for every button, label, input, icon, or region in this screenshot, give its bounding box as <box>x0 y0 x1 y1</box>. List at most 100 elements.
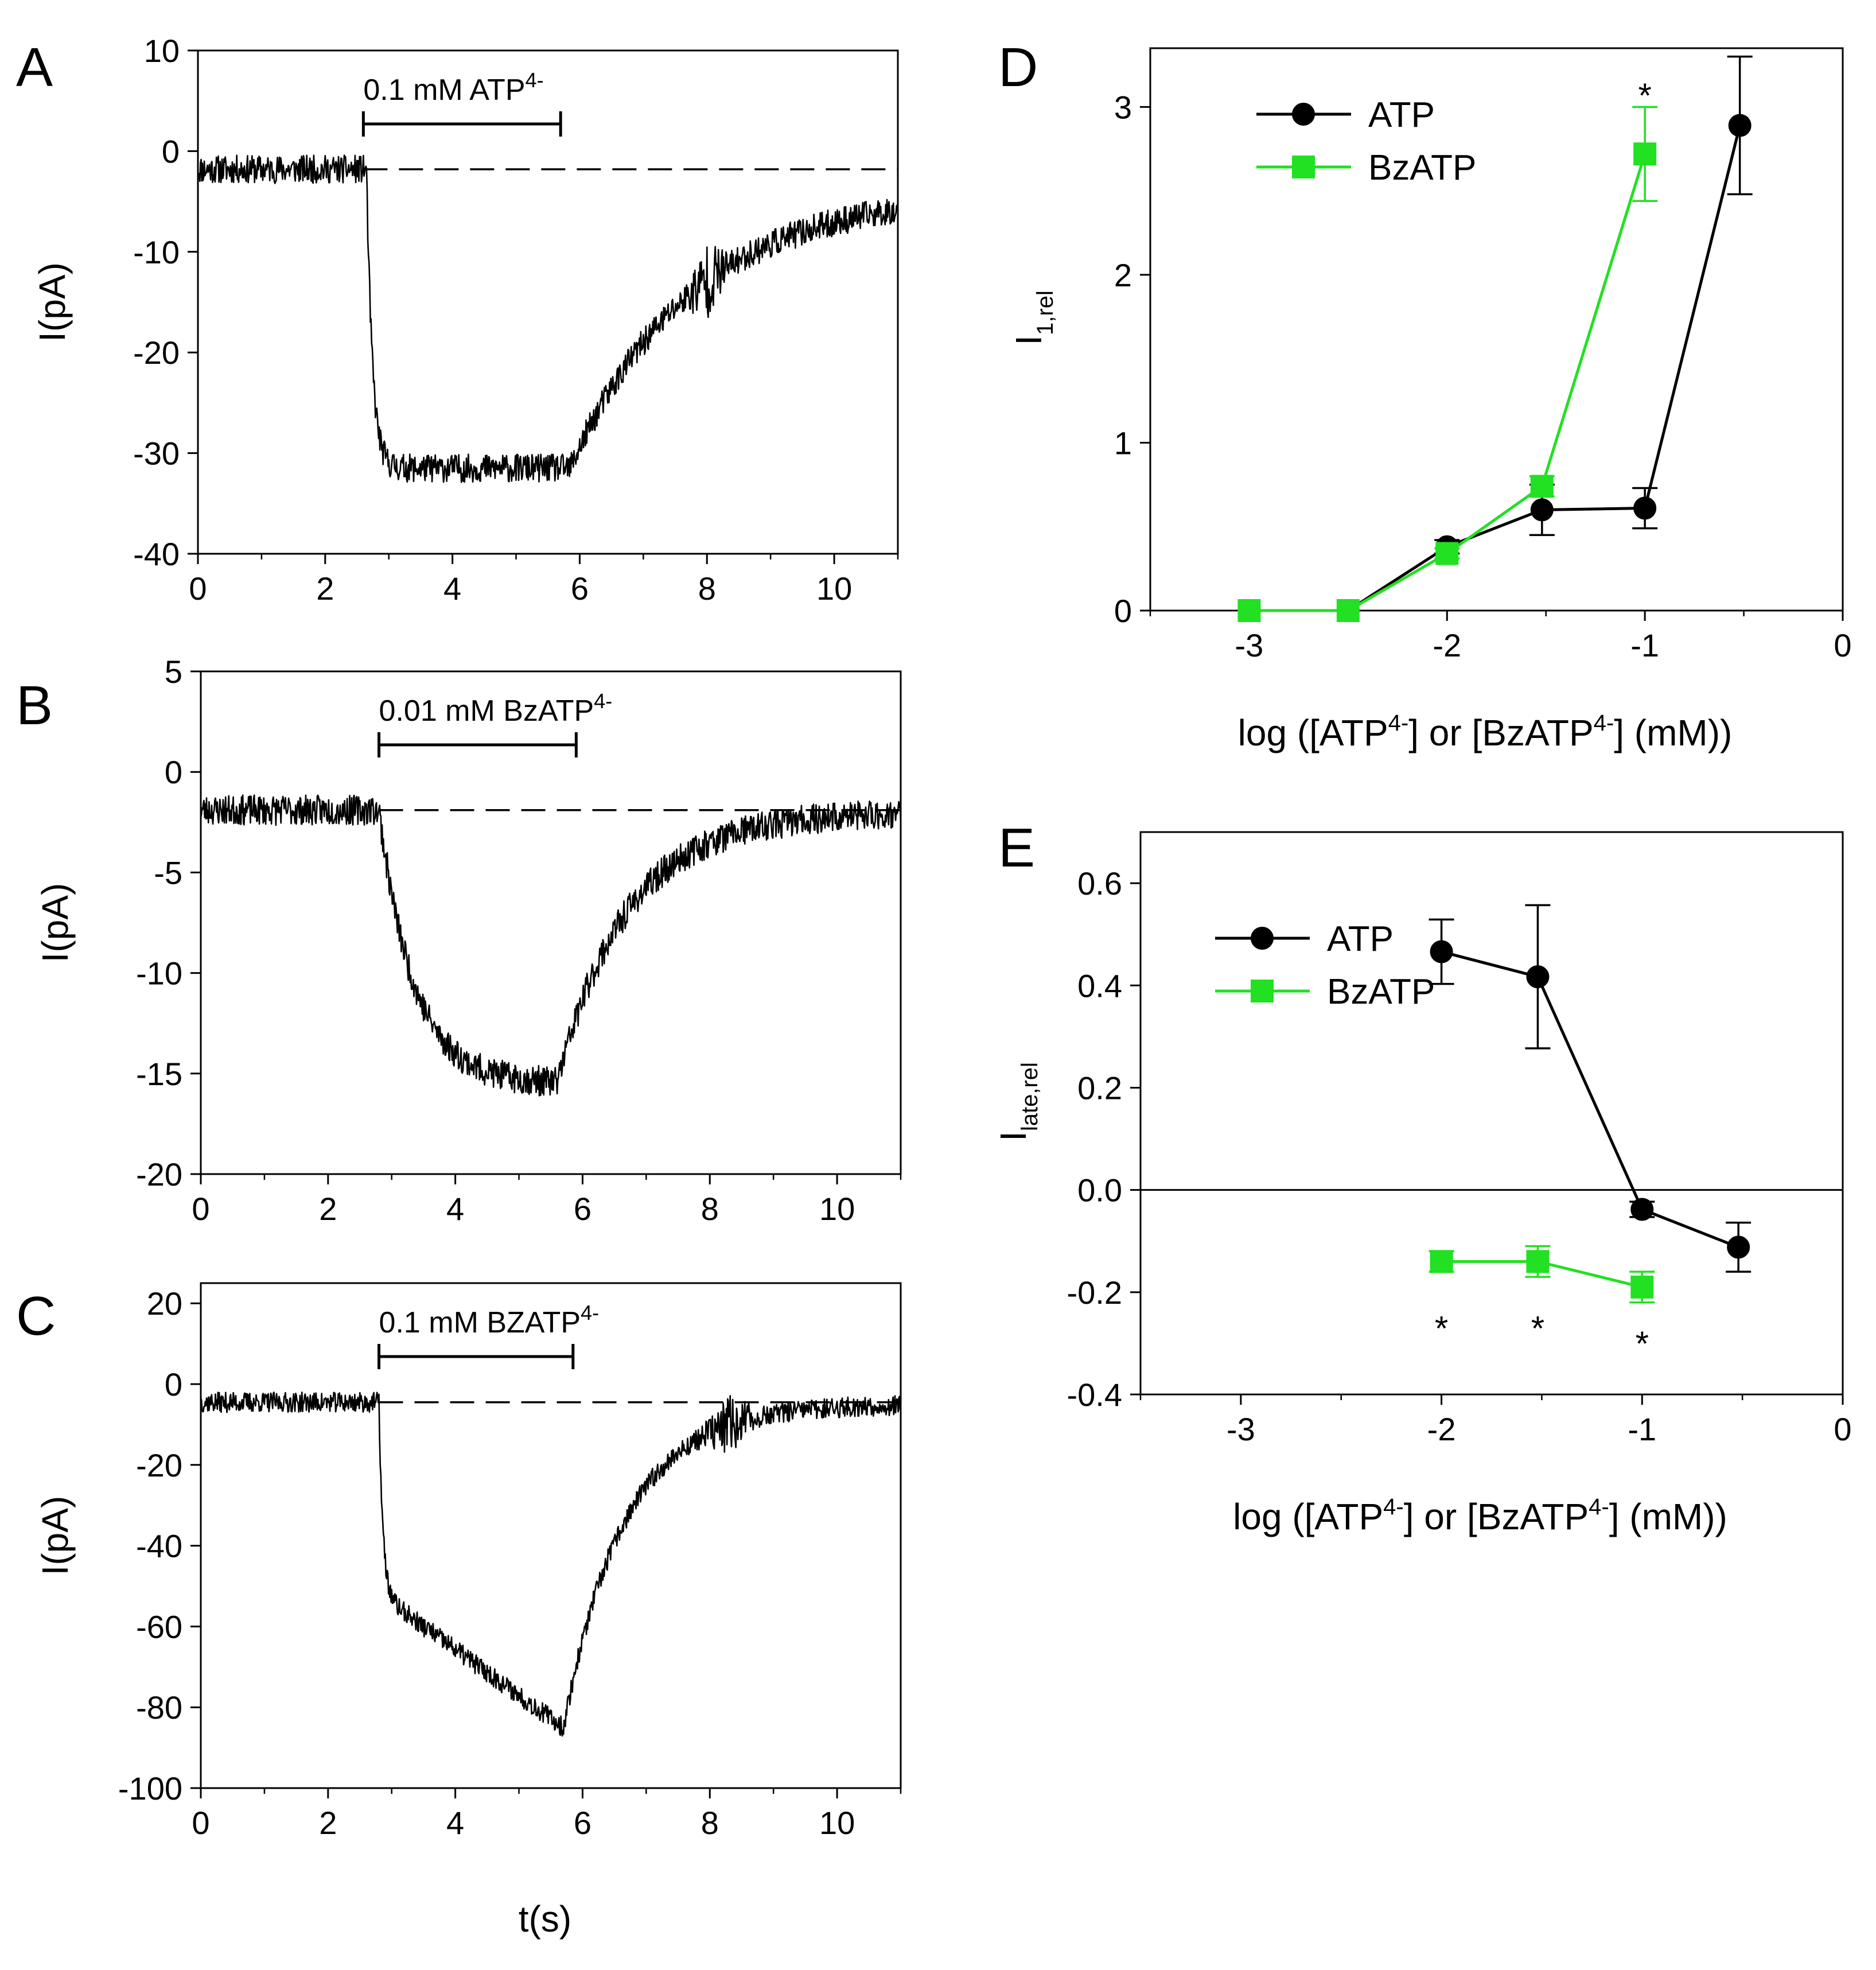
application-label-sup: 4- <box>526 68 544 92</box>
x-axis-label-part: ] (mM)) <box>1609 1496 1727 1537</box>
y-axis-label: I(pA) <box>32 262 73 342</box>
x-tick-label: 8 <box>701 1805 719 1841</box>
y-tick-label: -15 <box>136 1056 182 1092</box>
data-point <box>1430 1250 1453 1273</box>
series-bzatp <box>1429 1245 1655 1304</box>
y-tick-label: -40 <box>133 536 180 572</box>
x-tick-label: 10 <box>819 1191 855 1227</box>
y-tick-label: 10 <box>144 33 180 69</box>
y-tick-label: -40 <box>136 1528 182 1564</box>
data-point <box>1530 498 1554 522</box>
data-point <box>1530 475 1554 498</box>
y-axis-label: I(pA) <box>34 1496 76 1576</box>
data-point <box>1336 599 1360 622</box>
data-point <box>1630 1275 1654 1299</box>
current-trace <box>200 1391 902 1737</box>
x-tick-label: 0 <box>192 1805 209 1841</box>
y-tick-label: 0 <box>162 133 180 169</box>
legend-marker <box>1292 103 1315 126</box>
y-axis-label-sub: late,rel <box>1017 1062 1042 1131</box>
significance-star: * <box>1636 1324 1649 1363</box>
x-axis-label: t(s) <box>519 1898 571 1940</box>
y-axis-label-sub: 1,rel <box>1033 290 1058 335</box>
y-tick-label: 0 <box>1114 593 1132 629</box>
y-axis-label: I(pA) <box>34 883 76 963</box>
x-axis-label-sup: 4- <box>1388 710 1409 736</box>
data-point <box>1633 142 1657 166</box>
plot-frame <box>200 1282 902 1789</box>
x-tick-label: 8 <box>698 570 716 607</box>
legend-marker <box>1292 156 1315 178</box>
y-tick-label: 3 <box>1114 89 1132 125</box>
y-tick-label: -20 <box>136 1156 182 1192</box>
panel-c: C 0 2 4 6 8 10 20 0 -20 -40 -60 -80 -100 0.1 mM BZATP4… <box>16 1282 902 1940</box>
x-tick-label: -3 <box>1227 1411 1255 1447</box>
x-tick-label: 10 <box>816 570 852 607</box>
data-point <box>1630 1198 1654 1221</box>
y-tick-label: 0.2 <box>1077 1070 1122 1106</box>
y-axis-label-main: I <box>993 1131 1034 1141</box>
legend-marker <box>1251 980 1274 1003</box>
x-tick-label: 2 <box>319 1191 337 1227</box>
y-tick-label: 1 <box>1114 425 1132 461</box>
x-axis-label-part: ] (mM)) <box>1614 712 1732 753</box>
y-axis-label: I1,rel <box>1008 290 1058 345</box>
y-tick-label: -20 <box>133 335 180 371</box>
application-label: 0.01 mM BzATP4- <box>379 689 613 728</box>
y-tick-label: -0.2 <box>1067 1275 1123 1311</box>
x-tick-label: 10 <box>819 1805 855 1841</box>
y-tick-label: -80 <box>136 1689 182 1726</box>
y-tick-label: 0.6 <box>1077 865 1122 902</box>
x-tick-label: 0 <box>1834 627 1851 663</box>
y-tick-label: -10 <box>133 234 180 270</box>
data-point <box>1728 114 1752 137</box>
series-atp <box>1429 904 1752 1273</box>
series-bzatp <box>1237 106 1658 622</box>
data-point <box>1633 496 1657 520</box>
x-axis-label-part: log ([ATP <box>1233 1496 1383 1537</box>
plot-frame <box>1139 831 1844 1396</box>
x-axis-label-part: ] or [BzATP <box>1408 712 1593 753</box>
application-label: 0.1 mM ATP4- <box>363 68 543 107</box>
y-tick-label: 0 <box>165 1366 182 1402</box>
panel-letter: E <box>998 817 1035 879</box>
data-point <box>1237 599 1261 622</box>
application-label: 0.1 mM BZATP4- <box>379 1301 600 1339</box>
data-point <box>1526 1250 1550 1273</box>
x-axis-label-sup: 4- <box>1589 1494 1609 1520</box>
x-tick-label: 4 <box>443 570 461 607</box>
x-tick-label: -2 <box>1433 627 1461 663</box>
y-tick-label: -0.4 <box>1067 1377 1123 1413</box>
data-point <box>1435 542 1459 565</box>
data-point <box>1526 965 1550 989</box>
x-axis-label-part: log ([ATP <box>1238 712 1388 753</box>
data-point <box>1430 940 1453 963</box>
x-axis-label-sup: 4- <box>1594 710 1614 736</box>
x-axis-label-part: ] or [BzATP <box>1404 1496 1589 1537</box>
y-tick-label: -5 <box>154 854 182 891</box>
data-point <box>1727 1235 1750 1259</box>
legend-label: ATP <box>1368 95 1435 135</box>
application-label-main: 0.01 mM BzATP <box>379 694 594 728</box>
y-axis-label: Ilate,rel <box>993 1062 1042 1141</box>
legend-marker <box>1251 927 1274 950</box>
application-label-sup: 4- <box>581 1301 599 1324</box>
series-atp <box>1237 55 1753 622</box>
y-tick-label: -60 <box>136 1608 182 1645</box>
current-trace <box>200 794 902 1097</box>
legend-label: BzATP <box>1327 972 1435 1012</box>
plot-frame <box>1149 47 1844 612</box>
y-tick-label: 5 <box>165 654 182 690</box>
y-tick-label: 2 <box>1114 257 1132 293</box>
x-tick-label: 2 <box>316 570 334 607</box>
x-tick-label: 6 <box>571 570 589 607</box>
x-tick-label: 0 <box>192 1191 209 1227</box>
series-line <box>1441 950 1739 1249</box>
x-tick-label: -3 <box>1235 627 1264 663</box>
x-tick-label: -1 <box>1628 1411 1656 1447</box>
x-tick-label: -1 <box>1630 627 1659 663</box>
significance-star: * <box>1435 1309 1448 1347</box>
y-axis-label-main: I <box>1008 335 1049 345</box>
